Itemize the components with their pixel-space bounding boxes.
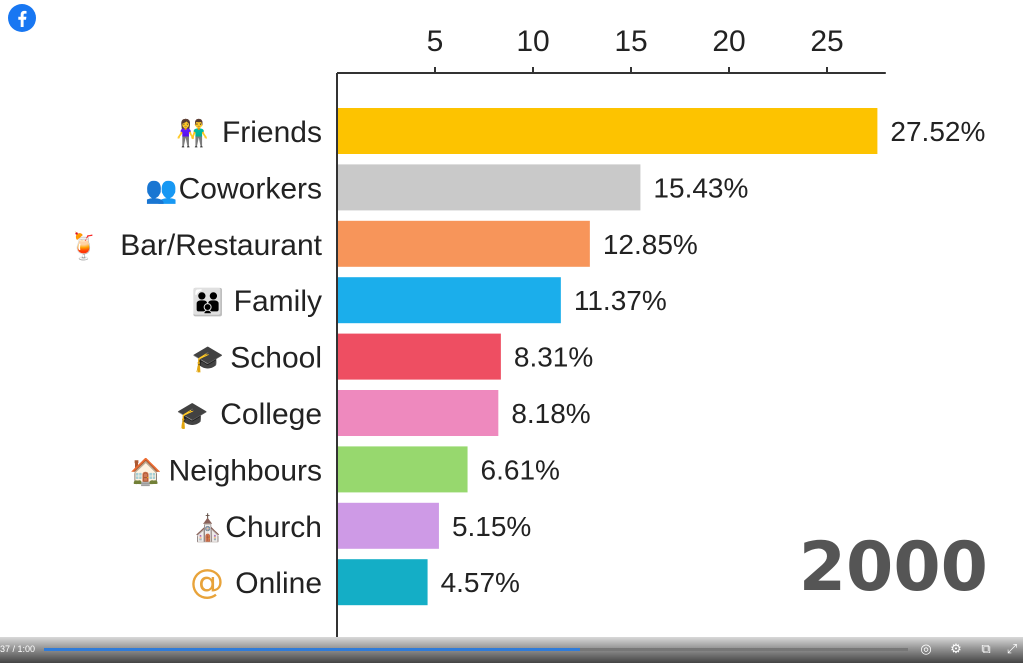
progress-bar[interactable] [44,648,908,651]
graduate-icon: 🎓 [176,401,208,431]
bar-college [338,390,499,436]
x-tick-label: 15 [614,25,647,58]
family-icon: 👪 [192,287,224,318]
settings-icon[interactable]: ⚙ [950,642,962,657]
x-tick-label: 20 [712,25,745,58]
category-label: Coworkers [179,172,322,205]
category-label: College [220,398,322,431]
facebook-icon[interactable] [8,4,36,32]
value-label: 6.61% [481,454,560,485]
progress-fill [44,648,580,651]
drink-icon: 🍹 [68,230,100,262]
graduation-cap-icon: 🎓 [192,345,224,375]
bar-family [338,277,561,324]
x-tick-label: 10 [516,25,549,58]
at-sign-icon: @ [190,562,224,602]
captions-icon[interactable]: ◎ [920,642,932,657]
category-label: Online [235,567,322,600]
time-display: 37 / 1:00 [0,644,36,654]
bar-church [338,502,439,549]
value-label: 15.43% [653,172,748,203]
category-label: Family [234,285,322,318]
x-tick-label: 5 [427,25,444,58]
category-label: Friends [222,116,322,149]
house-icon: 🏠 [130,457,162,487]
category-label: Bar/Restaurant [120,229,322,262]
x-tick-label: 25 [810,25,843,58]
video-player-bar: 37 / 1:00 ◎ ⚙ ⧉ ⤢ [0,637,1023,663]
coworkers-icon: 👥 [145,175,177,205]
bar-neighbours [338,446,468,493]
bar-school [338,333,501,380]
category-label: Church [225,511,322,544]
value-label: 5.15% [452,511,531,542]
church-icon: ⛪ [192,512,224,544]
fullscreen-icon[interactable]: ⤢ [1006,642,1018,657]
bar-online [338,559,428,606]
category-label: Neighbours [169,454,322,487]
value-label: 8.31% [514,342,593,373]
value-label: 27.52% [890,116,985,147]
bar-bar-restaurant [338,220,590,267]
bar-coworkers [338,164,641,211]
value-label: 8.18% [511,398,590,429]
value-label: 11.37% [574,285,667,316]
value-label: 12.85% [603,229,698,260]
value-label: 4.57% [441,567,520,598]
bars: Friends 👫 27.52% Coworkers👥 15.43% Bar/Restau… [68,108,985,606]
bar-friends [338,108,878,154]
x-axis: 5 10 15 20 25 [336,25,886,637]
year-label: 2000 [799,528,988,607]
category-label: School [230,342,322,375]
pip-icon[interactable]: ⧉ [981,642,991,657]
friends-icon: 👫 [176,118,208,149]
bar-chart: 5 10 15 20 25 Friends 👫 27.52% Coworkers👥 15.43%… [68,25,988,637]
